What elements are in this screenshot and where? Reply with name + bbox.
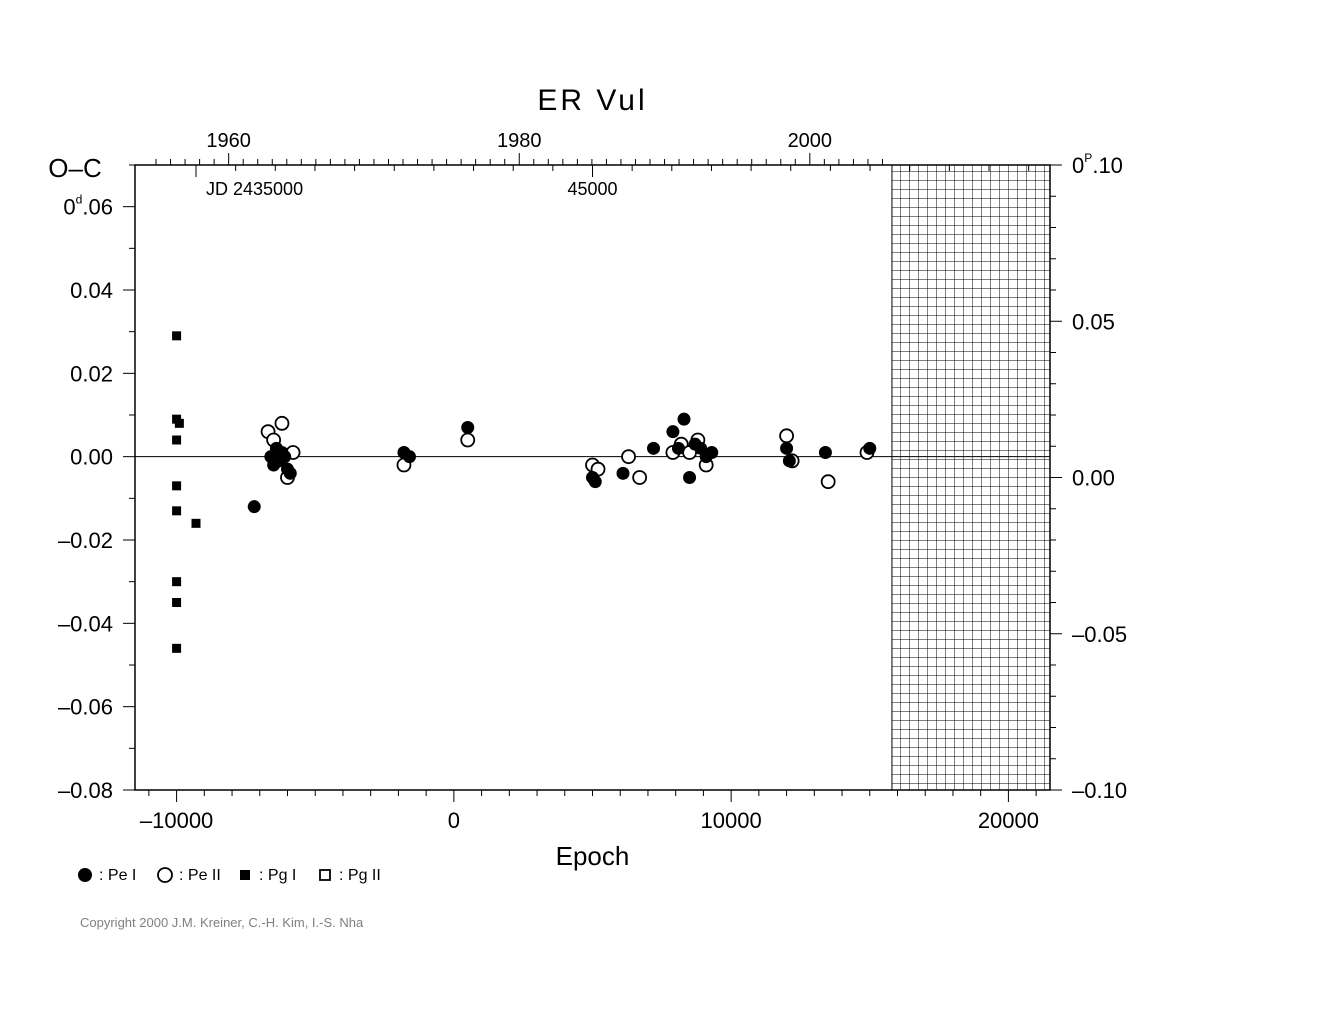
y-tick-label: –0.06 bbox=[58, 695, 113, 720]
jd-label-right: 45000 bbox=[567, 179, 617, 199]
legend-label: : Pg II bbox=[339, 867, 381, 884]
point-pe1 bbox=[672, 442, 685, 455]
x-tick-label: 10000 bbox=[701, 808, 762, 833]
point-pe1 bbox=[666, 425, 679, 438]
point-pe2 bbox=[633, 471, 646, 484]
point-pe1 bbox=[705, 446, 718, 459]
point-pe1 bbox=[617, 467, 630, 480]
jd-label-left: JD 2435000 bbox=[206, 179, 303, 199]
y-tick-label: 0.00 bbox=[70, 445, 113, 470]
legend-label: : Pg I bbox=[259, 867, 296, 884]
legend-marker bbox=[240, 870, 250, 880]
year-tick-label: 1960 bbox=[206, 130, 251, 152]
point-pe1 bbox=[863, 442, 876, 455]
point-pe1 bbox=[248, 500, 261, 513]
legend-marker bbox=[78, 868, 92, 882]
y-tick-label: –0.04 bbox=[58, 611, 113, 636]
y2-tick-label: –0.05 bbox=[1072, 622, 1127, 647]
oc-diagram: ER Vul –10000 0 10000 20000 Epoch –0.08 –0.06 –0… bbox=[0, 0, 1325, 1020]
point-pg1 bbox=[192, 519, 201, 528]
y-tick-label: –0.02 bbox=[58, 528, 113, 553]
point-pe1 bbox=[783, 454, 796, 467]
legend-marker bbox=[158, 868, 172, 882]
legend-marker bbox=[320, 870, 330, 880]
y-axis-label: O–C bbox=[48, 153, 101, 183]
y2-tick-label: 0.05 bbox=[1072, 309, 1115, 334]
point-pe1 bbox=[647, 442, 660, 455]
y-tick-label: 0.04 bbox=[70, 278, 113, 303]
point-pg1 bbox=[172, 331, 181, 340]
future-epoch-hatched bbox=[892, 165, 1050, 790]
point-pe1 bbox=[819, 446, 832, 459]
point-pe2 bbox=[822, 475, 835, 488]
y-tick-label: –0.08 bbox=[58, 778, 113, 803]
point-pe2 bbox=[622, 450, 635, 463]
y2-tick-label-sup: 0P.10 bbox=[1072, 151, 1123, 178]
x-tick-label: 0 bbox=[448, 808, 460, 833]
point-pg1 bbox=[172, 644, 181, 653]
point-pe2 bbox=[780, 429, 793, 442]
point-pe1 bbox=[678, 413, 691, 426]
point-pg1 bbox=[175, 419, 184, 428]
x-axis-label: Epoch bbox=[556, 841, 630, 871]
point-pe2 bbox=[461, 434, 474, 447]
point-pg1 bbox=[172, 577, 181, 586]
x-tick-label: –10000 bbox=[140, 808, 213, 833]
year-tick-label: 2000 bbox=[788, 130, 833, 152]
copyright-line: Copyright 2000 J.M. Kreiner, C.-H. Kim, … bbox=[80, 915, 363, 930]
chart-title: ER Vul bbox=[537, 84, 647, 117]
point-pe1 bbox=[461, 421, 474, 434]
point-pe1 bbox=[278, 450, 291, 463]
point-pg1 bbox=[172, 436, 181, 445]
x-tick-label: 20000 bbox=[978, 808, 1039, 833]
point-pe1 bbox=[780, 442, 793, 455]
point-pg1 bbox=[172, 506, 181, 515]
y2-tick-label: –0.10 bbox=[1072, 778, 1127, 803]
point-pg1 bbox=[172, 481, 181, 490]
y-tick-label: 0.02 bbox=[70, 361, 113, 386]
point-pe1 bbox=[683, 471, 696, 484]
point-pe1 bbox=[284, 467, 297, 480]
point-pe1 bbox=[403, 450, 416, 463]
year-tick-label: 1980 bbox=[497, 130, 542, 152]
point-pe2 bbox=[275, 417, 288, 430]
legend-label: : Pe I bbox=[99, 867, 136, 884]
point-pg1 bbox=[172, 598, 181, 607]
y-tick-label-sup: 0d.06 bbox=[63, 193, 113, 220]
legend-label: : Pe II bbox=[179, 867, 221, 884]
y2-tick-label: 0.00 bbox=[1072, 466, 1115, 491]
point-pe1 bbox=[589, 475, 602, 488]
